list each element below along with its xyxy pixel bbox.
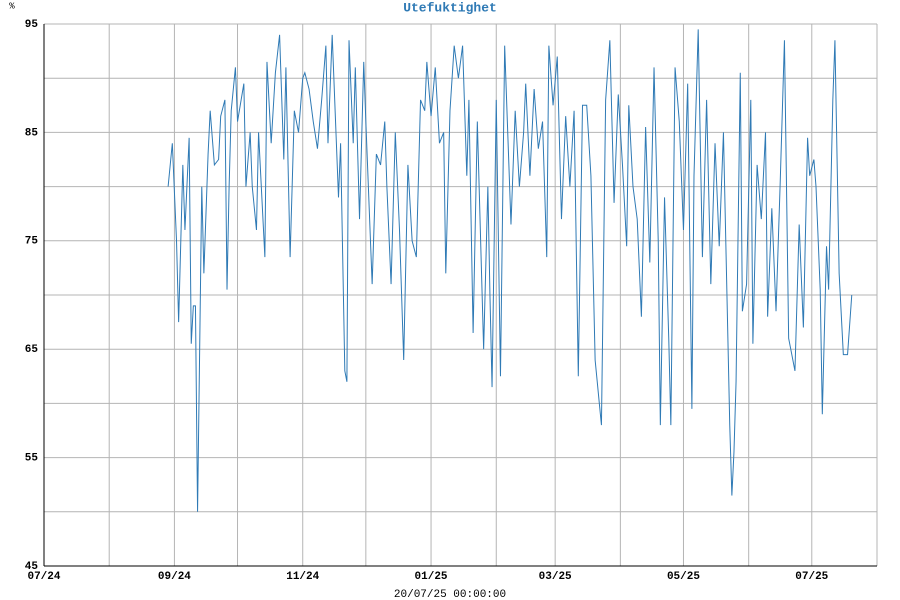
y-tick-label: 55 [25, 453, 39, 465]
x-tick-label: 07/24 [27, 571, 60, 583]
chart-title: Utefuktighet [403, 0, 497, 15]
x-tick-label: 07/25 [795, 571, 828, 583]
data-line [167, 29, 853, 512]
y-tick-label: 45 [25, 561, 39, 573]
x-tick-label: 01/25 [415, 571, 448, 583]
y-tick-label: 75 [25, 236, 39, 248]
y-tick-label: 65 [25, 344, 39, 356]
x-tick-label: 11/24 [286, 571, 319, 583]
x-tick-label: 09/24 [158, 571, 191, 583]
y-tick-label: 95 [25, 19, 39, 31]
x-tick-label: 03/25 [539, 571, 572, 583]
footer: 20/07/25 00:00:00 [394, 589, 506, 600]
y-tick-label: 85 [25, 127, 39, 139]
y-unit: % [9, 1, 15, 11]
x-tick-label: 05/25 [667, 571, 700, 583]
